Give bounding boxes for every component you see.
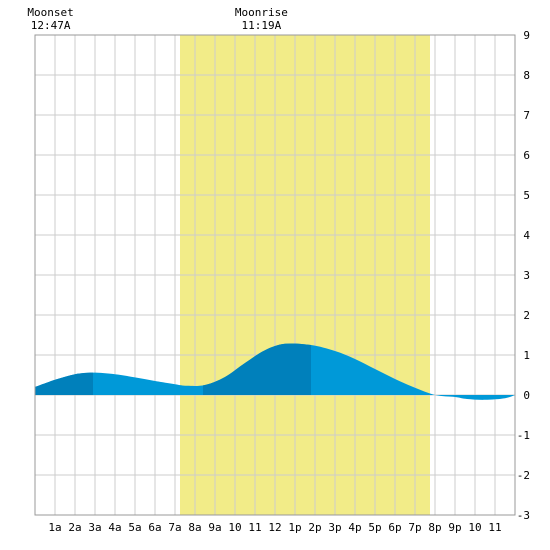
x-tick-label: 9a bbox=[208, 521, 221, 534]
x-tick-label: 4a bbox=[108, 521, 121, 534]
x-tick-label: 11 bbox=[248, 521, 261, 534]
x-tick-label: 7a bbox=[168, 521, 181, 534]
x-tick-label: 1a bbox=[48, 521, 61, 534]
plot-border bbox=[34, 34, 516, 516]
y-tick-label: 2 bbox=[523, 309, 530, 322]
x-tick-label: 3p bbox=[328, 521, 341, 534]
y-tick-label: 9 bbox=[523, 29, 530, 42]
moon-event-time: 11:19A bbox=[242, 19, 282, 32]
x-tick-label: 4p bbox=[348, 521, 361, 534]
x-tick-label: 10 bbox=[468, 521, 481, 534]
y-tick-label: -1 bbox=[517, 429, 530, 442]
x-tick-label: 8a bbox=[188, 521, 201, 534]
moon-event-time: 12:47A bbox=[31, 19, 71, 32]
y-tick-label: 4 bbox=[523, 229, 530, 242]
x-tick-label: 3a bbox=[88, 521, 101, 534]
y-tick-label: 0 bbox=[523, 389, 530, 402]
x-tick-label: 5a bbox=[128, 521, 141, 534]
x-tick-label: 11 bbox=[488, 521, 501, 534]
y-tick-label: 1 bbox=[523, 349, 530, 362]
x-tick-label: 2a bbox=[68, 521, 81, 534]
y-tick-label: 5 bbox=[523, 189, 530, 202]
y-tick-label: -2 bbox=[517, 469, 530, 482]
x-tick-label: 8p bbox=[428, 521, 441, 534]
x-tick-label: 7p bbox=[408, 521, 421, 534]
y-tick-label: 8 bbox=[523, 69, 530, 82]
x-axis-ticks: 1a 2a 3a 4a 5a 6a 7a 8a 9a 10 11 12 1p 2p 3p 4p 5p 6p 7p 8p… bbox=[48, 521, 501, 534]
x-tick-label: 6p bbox=[388, 521, 401, 534]
x-tick-label: 5p bbox=[368, 521, 381, 534]
x-tick-label: 2p bbox=[308, 521, 321, 534]
y-tick-label: 3 bbox=[523, 269, 530, 282]
x-tick-label: 10 bbox=[228, 521, 241, 534]
moon-event-title: Moonrise bbox=[235, 6, 288, 19]
y-tick-label: 6 bbox=[523, 149, 530, 162]
x-tick-label: 1p bbox=[288, 521, 301, 534]
chart-grid bbox=[35, 35, 515, 515]
y-tick-label: -3 bbox=[517, 509, 530, 522]
y-tick-label: 7 bbox=[523, 109, 530, 122]
x-tick-label: 6a bbox=[148, 521, 161, 534]
y-axis-ticks: 9 8 7 6 5 4 3 2 1 0 -1 -2 -3 bbox=[517, 29, 531, 522]
plot-frame bbox=[34, 34, 516, 516]
x-tick-label: 9p bbox=[448, 521, 461, 534]
moon-event-title: Moonset bbox=[27, 6, 73, 19]
x-tick-label: 12 bbox=[268, 521, 281, 534]
